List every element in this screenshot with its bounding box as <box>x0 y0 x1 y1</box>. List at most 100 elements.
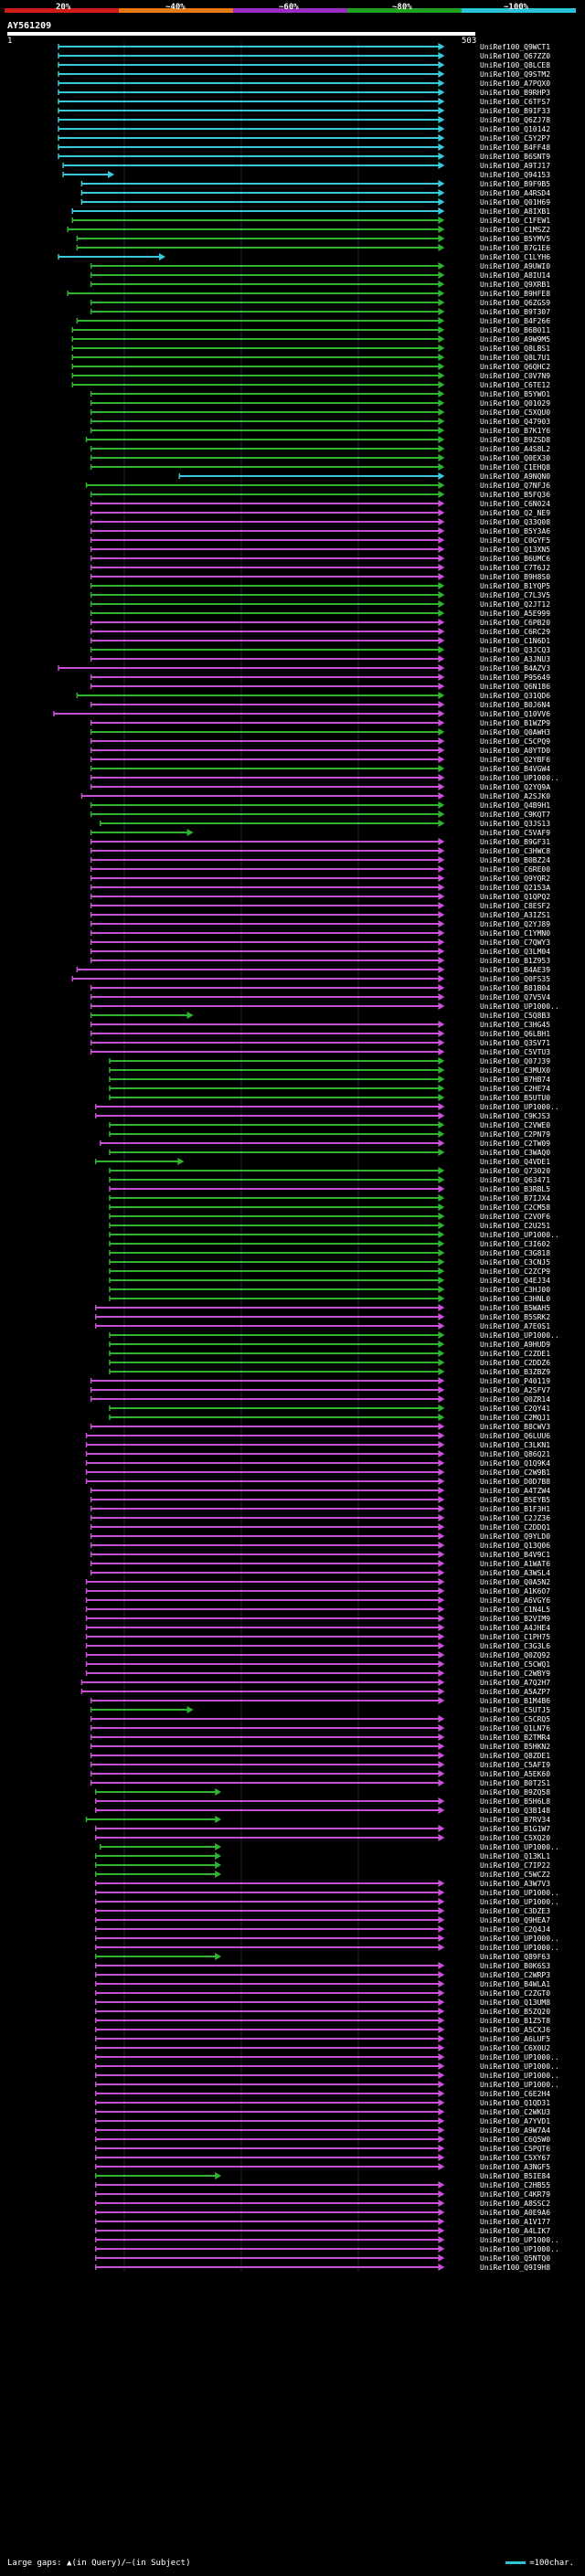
hit-label[interactable]: UniRef100_B4F266 <box>480 317 550 325</box>
hit-label[interactable]: UniRef100_Q3JS13 <box>480 820 550 828</box>
hit-label[interactable]: UniRef100_UP1000.. <box>480 2081 559 2089</box>
hit-label[interactable]: UniRef100_Q2YQ9A <box>480 783 550 791</box>
hit-label[interactable]: UniRef100_B1M4B6 <box>480 1697 550 1705</box>
hit-label[interactable]: UniRef100_C2PN79 <box>480 1130 550 1139</box>
hit-label[interactable]: UniRef100_UP1000.. <box>480 2053 559 2062</box>
hit-label[interactable]: UniRef100_A3NGF5 <box>480 2163 550 2171</box>
hit-label[interactable]: UniRef100_C6PB20 <box>480 619 550 627</box>
hit-label[interactable]: UniRef100_Q2153A <box>480 884 550 892</box>
hit-label[interactable]: UniRef100_C3CNJ5 <box>480 1258 550 1267</box>
hit-label[interactable]: UniRef100_C6X0U2 <box>480 2044 550 2052</box>
hit-label[interactable]: UniRef100_Q6N186 <box>480 683 550 691</box>
hit-label[interactable]: UniRef100_UP1000.. <box>480 1331 559 1340</box>
hit-label[interactable]: UniRef100_C6N024 <box>480 500 550 508</box>
hit-label[interactable]: UniRef100_C5UTJ5 <box>480 1706 550 1714</box>
hit-label[interactable]: UniRef100_Q9STM2 <box>480 70 550 79</box>
hit-label[interactable]: UniRef100_B5Y3A6 <box>480 527 550 535</box>
hit-label[interactable]: UniRef100_A4LIK7 <box>480 2227 550 2235</box>
hit-label[interactable]: UniRef100_C2WRP3 <box>480 1971 550 1979</box>
hit-label[interactable]: UniRef100_C2CM58 <box>480 1203 550 1212</box>
hit-label[interactable]: UniRef100_Q2JT12 <box>480 600 550 609</box>
hit-label[interactable]: UniRef100_C3G3L6 <box>480 1642 550 1650</box>
hit-label[interactable]: UniRef100_C3I602 <box>480 1240 550 1248</box>
hit-label[interactable]: UniRef100_C8ESF2 <box>480 902 550 910</box>
hit-label[interactable]: UniRef100_Q63471 <box>480 1176 550 1184</box>
hit-label[interactable]: UniRef100_C3HG45 <box>480 1021 550 1029</box>
hit-label[interactable]: UniRef100_B8CWV3 <box>480 1423 550 1431</box>
hit-label[interactable]: UniRef100_C5XY67 <box>480 2154 550 2162</box>
hit-label[interactable]: UniRef100_Q10142 <box>480 125 550 133</box>
hit-label[interactable]: UniRef100_C2HE74 <box>480 1085 550 1093</box>
hit-label[interactable]: UniRef100_C3LKN1 <box>480 1441 550 1449</box>
hit-label[interactable]: UniRef100_B5H6L8 <box>480 1797 550 1806</box>
hit-label[interactable]: UniRef100_C2ZGT0 <box>480 1989 550 1998</box>
hit-label[interactable]: UniRef100_Q0ZQ92 <box>480 1651 550 1659</box>
hit-label[interactable]: UniRef100_C6E2H4 <box>480 2090 550 2098</box>
hit-label[interactable]: UniRef100_Q1QD31 <box>480 2099 550 2107</box>
hit-label[interactable]: UniRef100_B3ZBZ9 <box>480 1368 550 1376</box>
hit-label[interactable]: UniRef100_C2HB55 <box>480 2181 550 2189</box>
hit-label[interactable]: UniRef100_UP1000.. <box>480 2062 559 2071</box>
hit-label[interactable]: UniRef100_A8SSC2 <box>480 2200 550 2208</box>
hit-label[interactable]: UniRef100_UP1000.. <box>480 1843 559 1851</box>
hit-label[interactable]: UniRef100_UP1000.. <box>480 2072 559 2080</box>
hit-label[interactable]: UniRef100_C2Q4J4 <box>480 1925 550 1934</box>
hit-label[interactable]: UniRef100_A1V177 <box>480 2218 550 2226</box>
hit-label[interactable]: UniRef100_Q67ZZ0 <box>480 52 550 60</box>
hit-label[interactable]: UniRef100_C3WAQ0 <box>480 1149 550 1157</box>
hit-label[interactable]: UniRef100_C2MQJ1 <box>480 1414 550 1422</box>
hit-label[interactable]: UniRef100_B6SNT9 <box>480 153 550 161</box>
hit-label[interactable]: UniRef100_UP1000.. <box>480 2245 559 2253</box>
hit-label[interactable]: UniRef100_C5Q8B3 <box>480 1012 550 1020</box>
hit-label[interactable]: UniRef100_B5EYB5 <box>480 1496 550 1504</box>
hit-label[interactable]: UniRef100_Q1Q9K4 <box>480 1459 550 1468</box>
hit-label[interactable]: UniRef100_B4V9C1 <box>480 1551 550 1559</box>
hit-label[interactable]: UniRef100_B7G1E6 <box>480 244 550 252</box>
hit-label[interactable]: UniRef100_C2WKU3 <box>480 2108 550 2116</box>
hit-label[interactable]: UniRef100_C2ZDE1 <box>480 1350 550 1358</box>
hit-label[interactable]: UniRef100_B1Z5T8 <box>480 2017 550 2025</box>
hit-label[interactable]: UniRef100_Q33Q08 <box>480 518 550 526</box>
hit-label[interactable]: UniRef100_C1PH75 <box>480 1633 550 1641</box>
hit-label[interactable]: UniRef100_B9ZQ58 <box>480 1788 550 1797</box>
hit-label[interactable]: UniRef100_Q31QD6 <box>480 692 550 700</box>
hit-label[interactable]: UniRef100_C5WCZ2 <box>480 1871 550 1879</box>
hit-label[interactable]: UniRef100_UP1000.. <box>480 1889 559 1897</box>
hit-label[interactable]: UniRef100_Q4EJ34 <box>480 1277 550 1285</box>
hit-label[interactable]: UniRef100_B81B04 <box>480 984 550 992</box>
hit-label[interactable]: UniRef100_B2VIM9 <box>480 1615 550 1623</box>
hit-label[interactable]: UniRef100_C2VWE0 <box>480 1121 550 1129</box>
hit-label[interactable]: UniRef100_Q2YJ89 <box>480 920 550 928</box>
hit-label[interactable]: UniRef100_C2W9B1 <box>480 1468 550 1477</box>
hit-label[interactable]: UniRef100_C5CWQ1 <box>480 1660 550 1669</box>
hit-label[interactable]: UniRef100_Q9I9H8 <box>480 2263 550 2272</box>
hit-label[interactable]: UniRef100_A3W7V3 <box>480 1880 550 1888</box>
hit-label[interactable]: UniRef100_A9TJ17 <box>480 162 550 170</box>
hit-label[interactable]: UniRef100_Q3LM04 <box>480 948 550 956</box>
hit-label[interactable]: UniRef100_A8IU14 <box>480 271 550 280</box>
hit-label[interactable]: UniRef100_C5VAF9 <box>480 829 550 837</box>
hit-label[interactable]: UniRef100_B4VGW4 <box>480 765 550 773</box>
hit-label[interactable]: UniRef100_A2SFV7 <box>480 1386 550 1394</box>
hit-label[interactable]: UniRef100_Q3SV71 <box>480 1039 550 1047</box>
hit-label[interactable]: UniRef100_C3HJ00 <box>480 1286 550 1294</box>
hit-label[interactable]: UniRef100_Q6LBH1 <box>480 1030 550 1038</box>
hit-label[interactable]: UniRef100_C2VOF6 <box>480 1213 550 1221</box>
hit-label[interactable]: UniRef100_C2DDQ1 <box>480 1523 550 1532</box>
hit-label[interactable]: UniRef100_Q1QPQ2 <box>480 893 550 901</box>
hit-label[interactable]: UniRef100_Q13KL1 <box>480 1852 550 1860</box>
hit-label[interactable]: UniRef100_B9H8S0 <box>480 573 550 581</box>
hit-label[interactable]: UniRef100_Q73020 <box>480 1167 550 1175</box>
hit-label[interactable]: UniRef100_Q13XN5 <box>480 546 550 554</box>
hit-label[interactable]: UniRef100_A7E0S1 <box>480 1322 550 1330</box>
hit-label[interactable]: UniRef100_Q01029 <box>480 399 550 408</box>
hit-label[interactable]: UniRef100_C2WBY9 <box>480 1670 550 1678</box>
hit-label[interactable]: UniRef100_B1YQP5 <box>480 582 550 590</box>
hit-label[interactable]: UniRef100_C5AFI9 <box>480 1761 550 1769</box>
hit-label[interactable]: UniRef100_C1YMN0 <box>480 929 550 938</box>
hit-label[interactable]: UniRef100_A8IXB1 <box>480 207 550 216</box>
hit-label[interactable]: UniRef100_Q2YBF6 <box>480 756 550 764</box>
hit-label[interactable]: UniRef100_C9KQT7 <box>480 811 550 819</box>
hit-label[interactable]: UniRef100_B4WLA1 <box>480 1980 550 1988</box>
hit-label[interactable]: UniRef100_A9W7A4 <box>480 2126 550 2135</box>
